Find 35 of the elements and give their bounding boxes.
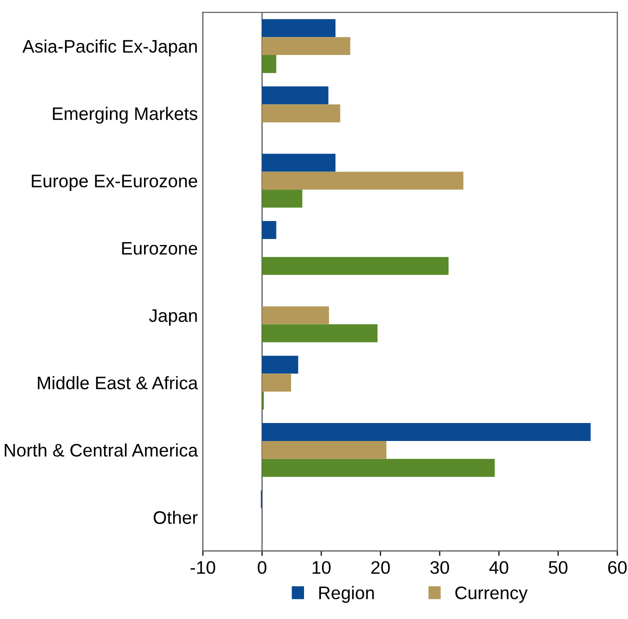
- legend-label: Currency: [455, 586, 528, 603]
- bar: [262, 190, 302, 208]
- bar: [262, 55, 276, 73]
- y-tick-label: Middle East & Africa: [38, 376, 198, 390]
- y-tick-label: Japan: [149, 309, 197, 326]
- bar: [262, 256, 449, 275]
- x-tick-label: 0: [258, 561, 266, 574]
- bar: [262, 374, 292, 392]
- legend-label: Region: [319, 586, 374, 603]
- bar: [262, 440, 386, 459]
- bar: [262, 423, 591, 441]
- x-tick-label: -10: [190, 561, 216, 574]
- x-tick-label: 10: [312, 561, 331, 574]
- y-tick-label: Eurozone: [122, 242, 198, 255]
- bar: [262, 37, 350, 56]
- x-tick-label: 60: [608, 561, 627, 574]
- y-tick-label: Other: [154, 510, 198, 524]
- bar: [262, 306, 329, 324]
- bar: [262, 86, 328, 104]
- bar: [262, 458, 495, 477]
- bar: [262, 154, 336, 172]
- bar: [262, 356, 298, 374]
- bar: [262, 19, 336, 38]
- y-tick-label: Asia-Pacific Ex-Japan: [22, 39, 197, 56]
- x-tick-label: 40: [489, 561, 508, 574]
- x-tick-label: 30: [430, 561, 450, 574]
- y-tick-label: Emerging Markets: [52, 106, 198, 124]
- bar: [262, 104, 340, 122]
- x-tick-label: 50: [548, 561, 568, 574]
- x-tick-label: 20: [371, 561, 390, 574]
- bar: [262, 172, 464, 190]
- y-tick-label: Europe Ex-Eurozone: [32, 174, 198, 191]
- bar: [262, 221, 276, 240]
- y-tick-label: North & Central America: [4, 443, 198, 457]
- bar: [262, 324, 378, 342]
